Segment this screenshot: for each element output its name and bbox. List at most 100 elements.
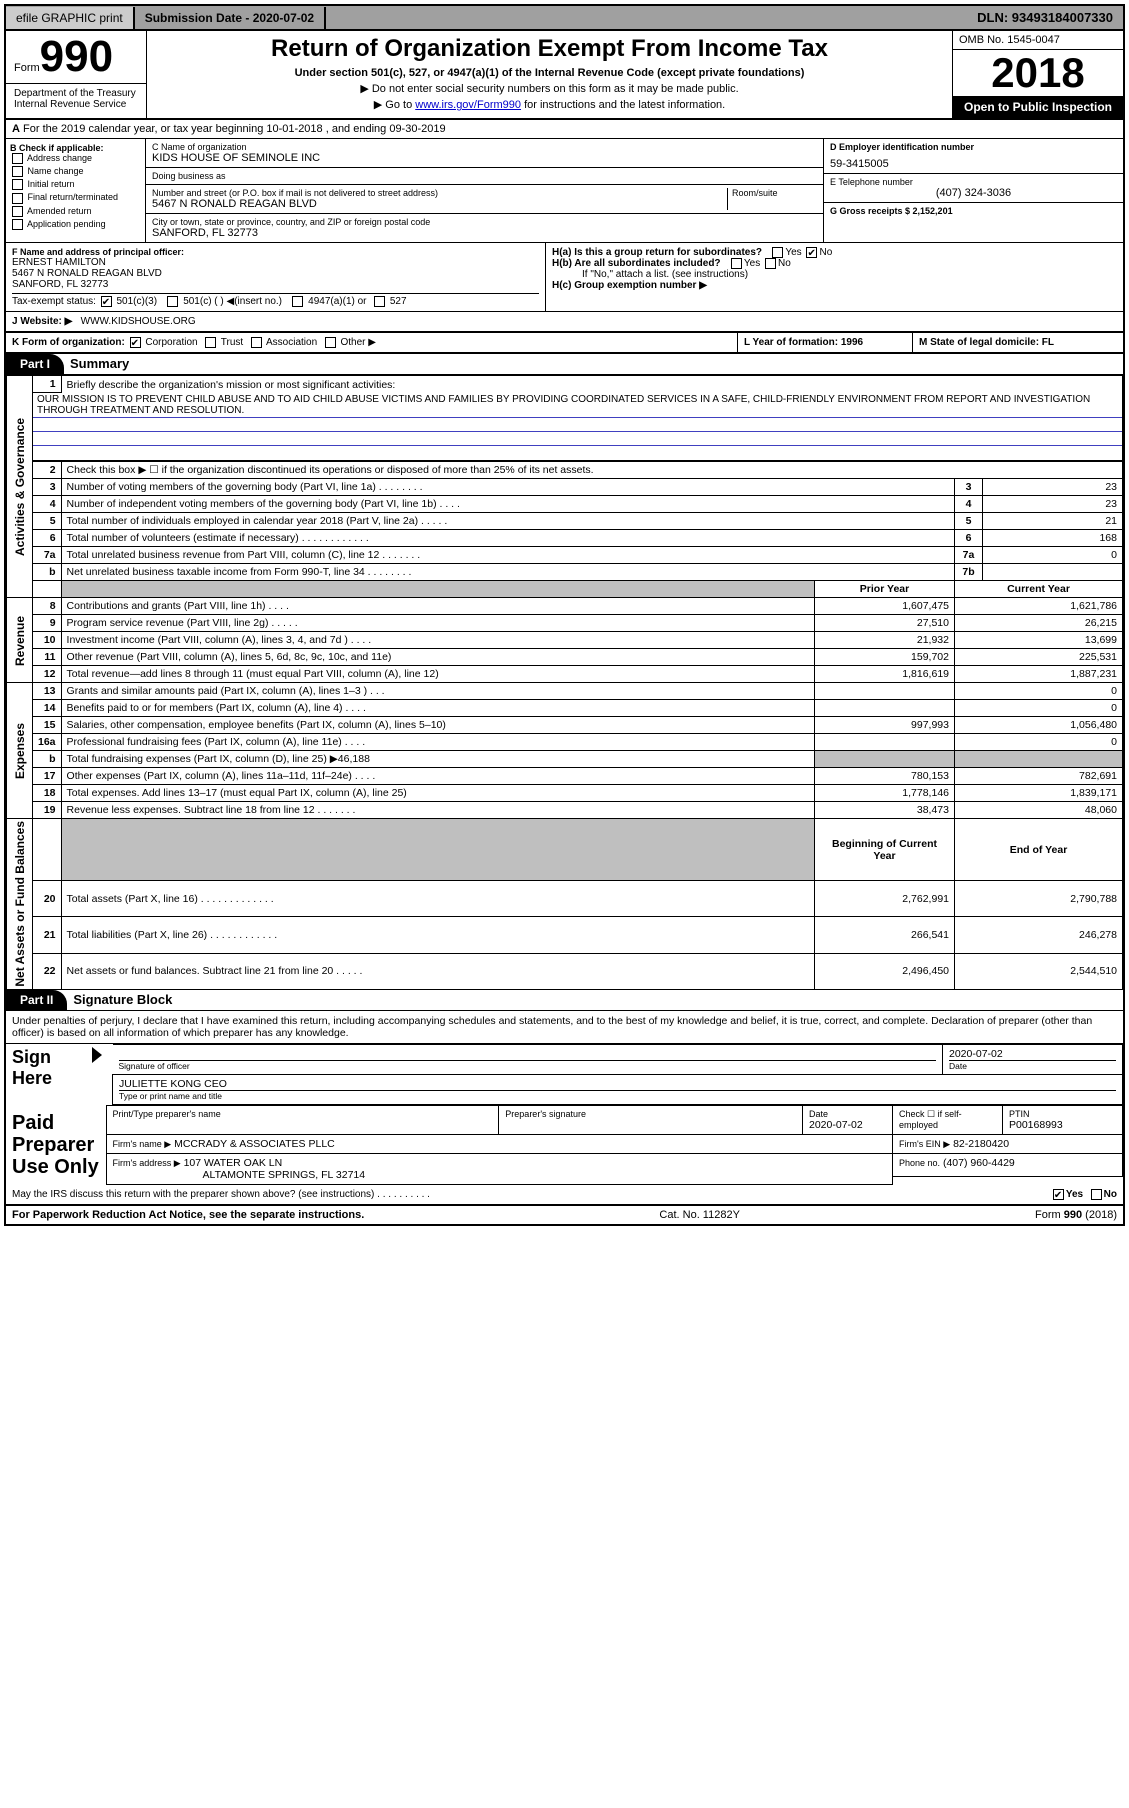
mission-blank-3 xyxy=(33,446,1122,460)
chk-discuss-no[interactable] xyxy=(1091,1189,1102,1200)
mission-text-block: OUR MISSION IS TO PREVENT CHILD ABUSE AN… xyxy=(33,393,1122,461)
part-i-header: Part ISummary xyxy=(6,354,1123,375)
chk-final-return[interactable] xyxy=(12,193,23,204)
department-label: Department of the TreasuryInternal Reven… xyxy=(6,83,146,114)
boy-header: Beginning of Current Year xyxy=(815,819,955,881)
form-id-box: Form 990 xyxy=(6,31,146,83)
discuss-row: May the IRS discuss this return with the… xyxy=(6,1185,1123,1206)
instr-link-line: ▶ Go to www.irs.gov/Form990 for instruct… xyxy=(155,98,944,111)
chk-address-change[interactable] xyxy=(12,153,23,164)
footer-center: Cat. No. 11282Y xyxy=(659,1209,740,1221)
line-1-label: Briefly describe the organization's miss… xyxy=(67,379,396,391)
page-footer: For Paperwork Reduction Act Notice, see … xyxy=(6,1206,1123,1224)
box-b-checkboxes: B Check if applicable: Address change Na… xyxy=(6,139,146,242)
form-subtitle: Under section 501(c), 527, or 4947(a)(1)… xyxy=(155,67,944,79)
line-2-discontinued: Check this box ▶ ☐ if the organization d… xyxy=(61,462,1122,479)
box-c-name-address: C Name of organization KIDS HOUSE OF SEM… xyxy=(146,139,823,242)
chk-4947a1[interactable] xyxy=(292,296,303,307)
chk-hb-no[interactable] xyxy=(765,258,776,269)
chk-other-org[interactable] xyxy=(325,337,336,348)
line-1-num: 1 xyxy=(33,376,62,393)
street-label: Number and street (or P.O. box if mail i… xyxy=(152,188,727,198)
chk-name-change[interactable] xyxy=(12,166,23,177)
chk-discuss-yes[interactable] xyxy=(1053,1189,1064,1200)
paid-preparer-label: Paid Preparer Use Only xyxy=(12,1112,100,1178)
chk-corporation[interactable] xyxy=(130,337,141,348)
vtab-expenses: Expenses xyxy=(7,683,33,819)
chk-501c[interactable] xyxy=(167,296,178,307)
firm-phone: (407) 960-4429 xyxy=(943,1157,1015,1169)
instr-no-ssn: ▶ Do not enter social security numbers o… xyxy=(155,82,944,95)
efile-print-button[interactable]: efile GRAPHIC print xyxy=(6,7,135,29)
officer-typed-name: JULIETTE KONG CEO xyxy=(119,1078,1116,1090)
penalty-statement: Under penalties of perjury, I declare th… xyxy=(6,1011,1123,1044)
sig-officer-label: Signature of officer xyxy=(119,1060,937,1071)
firm-name: MCCRADY & ASSOCIATES PLLC xyxy=(174,1138,335,1150)
chk-hb-yes[interactable] xyxy=(731,258,742,269)
hb-note: If "No," attach a list. (see instruction… xyxy=(552,269,1117,280)
form-word: Form xyxy=(14,62,40,74)
summary-table: Activities & Governance 1 Briefly descri… xyxy=(6,375,1123,990)
irs-link[interactable]: www.irs.gov/Form990 xyxy=(415,99,521,111)
sign-here-table: Sign Here Signature of officer 2020-07-0… xyxy=(6,1044,1123,1105)
year-formation: L Year of formation: 1996 xyxy=(738,333,913,352)
gov-row: bNet unrelated business taxable income f… xyxy=(7,564,1123,581)
prior-year-header: Prior Year xyxy=(815,581,955,598)
ptin-label: PTIN xyxy=(1009,1109,1116,1119)
chk-application-pending[interactable] xyxy=(12,219,23,230)
box-h-group: H(a) Is this a group return for subordin… xyxy=(546,243,1123,311)
chk-ha-no[interactable] xyxy=(806,247,817,258)
mission-text: OUR MISSION IS TO PREVENT CHILD ABUSE AN… xyxy=(33,393,1122,418)
chk-association[interactable] xyxy=(251,337,262,348)
prep-date-value: 2020-07-02 xyxy=(809,1119,886,1131)
phone-value: (407) 324-3036 xyxy=(830,187,1117,199)
chk-amended-return[interactable] xyxy=(12,206,23,217)
officer-name: ERNEST HAMILTON xyxy=(12,257,539,268)
street-value: 5467 N RONALD REAGAN BLVD xyxy=(152,198,727,210)
sig-date-label: Date xyxy=(949,1060,1116,1071)
mission-blank-2 xyxy=(33,432,1122,446)
prep-date-label: Date xyxy=(809,1109,886,1119)
gov-row: 7aTotal unrelated business revenue from … xyxy=(7,547,1123,564)
row-j-website: J Website: ▶ WWW.KIDSHOUSE.ORG xyxy=(6,312,1123,333)
box-f-officer: F Name and address of principal officer:… xyxy=(6,243,546,311)
vtab-revenue: Revenue xyxy=(7,598,33,683)
gov-row: 6Total number of volunteers (estimate if… xyxy=(7,530,1123,547)
gross-receipts: G Gross receipts $ 2,152,201 xyxy=(830,206,1117,216)
prep-sig-label: Preparer's signature xyxy=(505,1109,796,1119)
ptin-value: P00168993 xyxy=(1009,1119,1116,1131)
open-to-public-badge: Open to Public Inspection xyxy=(953,96,1123,118)
form-number: 990 xyxy=(40,35,113,79)
header-title-block: Return of Organization Exempt From Incom… xyxy=(146,31,953,118)
chk-527[interactable] xyxy=(374,296,385,307)
top-toolbar: efile GRAPHIC print Submission Date - 20… xyxy=(6,6,1123,31)
footer-right: Form 990 (2018) xyxy=(1035,1209,1117,1221)
form-990-page: efile GRAPHIC print Submission Date - 20… xyxy=(4,4,1125,1226)
vtab-net-assets: Net Assets or Fund Balances xyxy=(7,819,33,990)
eoy-header: End of Year xyxy=(955,819,1123,881)
self-employed-check[interactable]: Check ☐ if self-employed xyxy=(899,1109,996,1130)
chk-ha-yes[interactable] xyxy=(772,247,783,258)
chk-initial-return[interactable] xyxy=(12,179,23,190)
gov-row: 4Number of independent voting members of… xyxy=(7,496,1123,513)
officer-addr1: 5467 N RONALD REAGAN BLVD xyxy=(12,268,539,279)
gov-row: 5Total number of individuals employed in… xyxy=(7,513,1123,530)
paid-preparer-table: Paid Preparer Use Only Print/Type prepar… xyxy=(6,1105,1123,1185)
chk-trust[interactable] xyxy=(205,337,216,348)
row-a-tax-year: A For the 2019 calendar year, or tax yea… xyxy=(6,120,1123,139)
sign-arrow-icon xyxy=(92,1047,102,1063)
prep-name-label: Print/Type preparer's name xyxy=(113,1109,493,1119)
part-ii-header: Part IISignature Block xyxy=(6,990,1123,1011)
city-label: City or town, state or province, country… xyxy=(152,217,817,227)
header-right-block: OMB No. 1545-0047 2018 Open to Public In… xyxy=(953,31,1123,118)
sign-here-label: Sign Here xyxy=(6,1044,86,1104)
box-deg-right: D Employer identification number 59-3415… xyxy=(823,139,1123,242)
hc-label: H(c) Group exemption number ▶ xyxy=(552,280,707,291)
omb-number: OMB No. 1545-0047 xyxy=(953,31,1123,50)
current-year-header: Current Year xyxy=(955,581,1123,598)
form-header: Form 990 Department of the TreasuryInter… xyxy=(6,31,1123,120)
tax-year: 2018 xyxy=(953,50,1123,96)
chk-501c3[interactable] xyxy=(101,296,112,307)
org-name-label: C Name of organization xyxy=(152,142,817,152)
row-i-tax-status: Tax-exempt status: 501(c)(3) 501(c) ( ) … xyxy=(12,293,539,307)
